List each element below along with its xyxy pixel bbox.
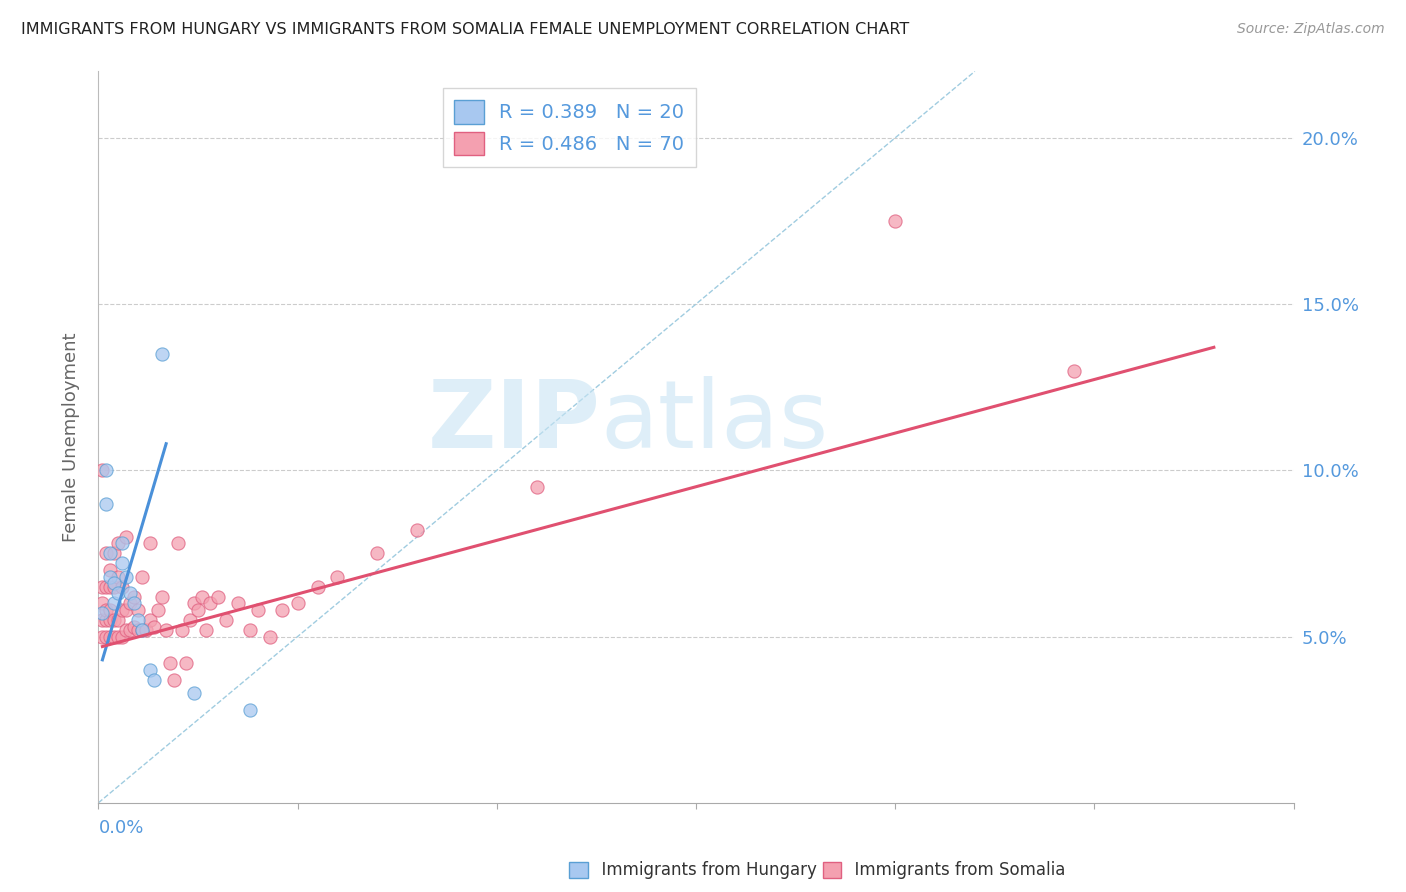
Point	[107, 586, 129, 600]
Text: 0.0%: 0.0%	[98, 819, 143, 837]
Point	[96, 603, 118, 617]
Text: ZIP: ZIP	[427, 376, 600, 468]
Point	[215, 613, 238, 627]
Point	[100, 603, 122, 617]
Point	[120, 586, 142, 600]
Point	[100, 580, 122, 594]
Point	[107, 630, 129, 644]
Point	[96, 580, 118, 594]
Point	[115, 570, 138, 584]
Point	[406, 523, 429, 537]
Point	[91, 607, 114, 621]
Point	[96, 463, 118, 477]
Point	[120, 623, 142, 637]
Point	[111, 580, 134, 594]
Point	[183, 596, 205, 610]
Y-axis label: Female Unemployment: Female Unemployment	[62, 333, 80, 541]
Legend: R = 0.389   N = 20, R = 0.486   N = 70: R = 0.389 N = 20, R = 0.486 N = 70	[443, 88, 696, 167]
Point	[150, 347, 173, 361]
Text: Source: ZipAtlas.com: Source: ZipAtlas.com	[1237, 22, 1385, 37]
Point	[183, 686, 205, 700]
Point	[96, 613, 118, 627]
Point	[91, 613, 114, 627]
Point	[135, 623, 157, 637]
Point	[195, 623, 218, 637]
Point	[91, 596, 114, 610]
Point	[1063, 363, 1085, 377]
Point	[103, 546, 125, 560]
Point	[96, 497, 118, 511]
Point	[172, 623, 194, 637]
Point	[96, 630, 118, 644]
Text: Immigrants from Hungary: Immigrants from Hungary	[591, 861, 817, 879]
Point	[143, 673, 166, 687]
Point	[179, 613, 201, 627]
Point	[91, 463, 114, 477]
Point	[111, 536, 134, 550]
Point	[148, 603, 170, 617]
Point	[270, 603, 292, 617]
Point	[127, 603, 149, 617]
Point	[191, 590, 214, 604]
Point	[167, 536, 190, 550]
Point	[139, 536, 162, 550]
Point	[131, 570, 153, 584]
Point	[239, 703, 262, 717]
Point	[100, 613, 122, 627]
Point	[127, 623, 149, 637]
Point	[111, 557, 134, 571]
Point	[366, 546, 388, 560]
Point	[131, 623, 153, 637]
Point	[111, 603, 134, 617]
Point	[526, 480, 548, 494]
Point	[198, 596, 221, 610]
Point	[100, 563, 122, 577]
Point	[91, 580, 114, 594]
Point	[246, 603, 269, 617]
Point	[103, 630, 125, 644]
Point	[131, 623, 153, 637]
Point	[107, 613, 129, 627]
Point	[174, 656, 197, 670]
Point	[103, 596, 125, 610]
Point	[159, 656, 181, 670]
Text: Immigrants from Somalia: Immigrants from Somalia	[844, 861, 1064, 879]
Point	[107, 536, 129, 550]
Point	[187, 603, 209, 617]
Text: atlas: atlas	[600, 376, 828, 468]
Point	[124, 590, 146, 604]
Point	[103, 580, 125, 594]
Point	[150, 590, 173, 604]
Point	[326, 570, 349, 584]
Point	[96, 546, 118, 560]
Point	[103, 576, 125, 591]
Point	[207, 590, 229, 604]
Point	[115, 603, 138, 617]
Point	[111, 630, 134, 644]
Point	[239, 623, 262, 637]
Point	[259, 630, 281, 644]
Point	[139, 663, 162, 677]
Point	[100, 570, 122, 584]
Point	[143, 619, 166, 633]
Point	[307, 580, 329, 594]
Point	[287, 596, 309, 610]
Point	[115, 530, 138, 544]
Point	[115, 623, 138, 637]
Point	[120, 596, 142, 610]
Point	[103, 613, 125, 627]
Point	[127, 613, 149, 627]
Text: IMMIGRANTS FROM HUNGARY VS IMMIGRANTS FROM SOMALIA FEMALE UNEMPLOYMENT CORRELATI: IMMIGRANTS FROM HUNGARY VS IMMIGRANTS FR…	[21, 22, 910, 37]
Point	[107, 570, 129, 584]
Point	[124, 596, 146, 610]
Point	[100, 630, 122, 644]
Point	[155, 623, 177, 637]
Point	[139, 613, 162, 627]
Point	[124, 619, 146, 633]
Point	[226, 596, 249, 610]
Point	[100, 546, 122, 560]
Point	[884, 214, 907, 228]
Point	[91, 630, 114, 644]
Point	[163, 673, 186, 687]
